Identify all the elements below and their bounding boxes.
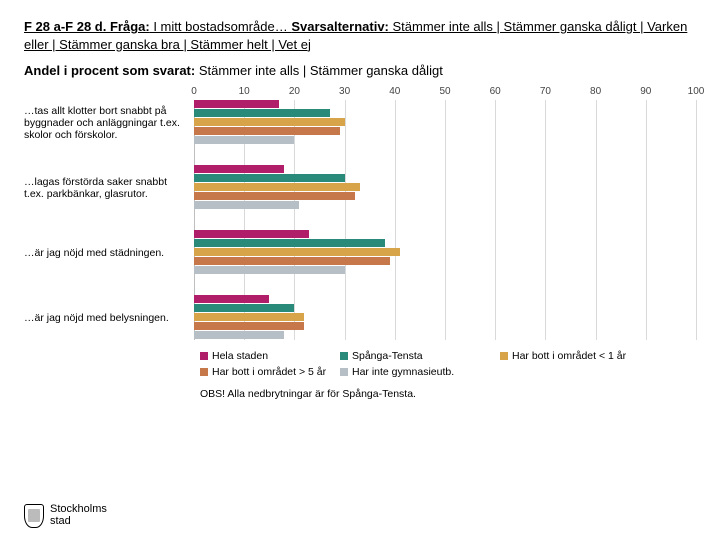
x-tick-label: 20 [289,86,300,97]
legend-item: Har bott i området < 1 år [500,350,670,362]
footer-text: Stockholms stad [50,504,107,527]
subtitle: Andel i procent som svarat: Stämmer inte… [24,63,696,78]
legend-label: Har inte gymnasieutb. [352,366,454,378]
bar [194,136,294,144]
bar [194,295,269,303]
bar-group [194,100,696,145]
legend: Hela staden Spånga-Tensta Har bott i områd… [200,350,696,378]
question-header: F 28 a-F 28 d. Fråga: I mitt bostadsområ… [24,18,696,53]
bar [194,257,390,265]
bar [194,201,299,209]
bar-group [194,295,696,340]
legend-item: Hela staden [200,350,340,362]
category-label: …är jag nöjd med städningen. [24,230,188,275]
x-tick-label: 0 [191,86,197,97]
plot-area: 0102030405060708090100 [194,86,696,340]
legend-swatch [340,352,348,360]
bar [194,127,340,135]
category-label: …lagas förstörda saker snabbt t.ex. park… [24,165,188,210]
bar-group [194,230,696,275]
x-axis: 0102030405060708090100 [194,86,696,100]
legend-label: Har bott i området < 1 år [512,350,626,362]
footer-line2: stad [50,516,107,528]
bar [194,313,304,321]
bar [194,266,345,274]
x-tick-label: 100 [688,86,705,97]
alternatives-label: Svarsalternativ: [291,19,389,34]
bar [194,165,284,173]
y-axis-labels: …tas allt klotter bort snabbt på byggnad… [24,86,194,340]
bar [194,183,360,191]
x-tick-label: 10 [239,86,250,97]
category-label: …tas allt klotter bort snabbt på byggnad… [24,100,188,145]
x-tick-label: 90 [640,86,651,97]
stockholm-shield-icon [24,504,44,528]
legend-swatch [500,352,508,360]
question-prefix-rest: I mitt bostadsområde… [150,19,292,34]
bar [194,304,294,312]
legend-swatch [200,368,208,376]
bar [194,174,345,182]
bar-group [194,165,696,210]
bar [194,192,355,200]
bar [194,230,309,238]
x-tick-label: 70 [540,86,551,97]
legend-item: Har bott i området > 5 år [200,366,340,378]
footnote: OBS! Alla nedbrytningar är för Spånga-Te… [200,388,696,400]
bar [194,109,330,117]
bar [194,331,284,339]
legend-label: Har bott i området > 5 år [212,366,326,378]
legend-swatch [200,352,208,360]
bar-groups [194,100,696,340]
x-tick-label: 80 [590,86,601,97]
x-tick-label: 30 [339,86,350,97]
legend-label: Spånga-Tensta [352,350,423,362]
footer-logo: Stockholms stad [24,504,107,528]
bar [194,118,345,126]
legend-item: Har inte gymnasieutb. [340,366,500,378]
category-label: …är jag nöjd med belysningen. [24,295,188,340]
x-tick-label: 40 [389,86,400,97]
bar [194,239,385,247]
bar [194,248,400,256]
chart: …tas allt klotter bort snabbt på byggnad… [24,86,696,340]
bar [194,100,279,108]
bar [194,322,304,330]
question-prefix-bold: F 28 a-F 28 d. Fråga: [24,19,150,34]
legend-label: Hela staden [212,350,268,362]
subtitle-bold: Andel i procent som svarat: [24,63,195,78]
subtitle-rest: Stämmer inte alls | Stämmer ganska dålig… [195,63,443,78]
x-tick-label: 50 [439,86,450,97]
legend-item: Spånga-Tensta [340,350,500,362]
legend-swatch [340,368,348,376]
x-tick-label: 60 [490,86,501,97]
